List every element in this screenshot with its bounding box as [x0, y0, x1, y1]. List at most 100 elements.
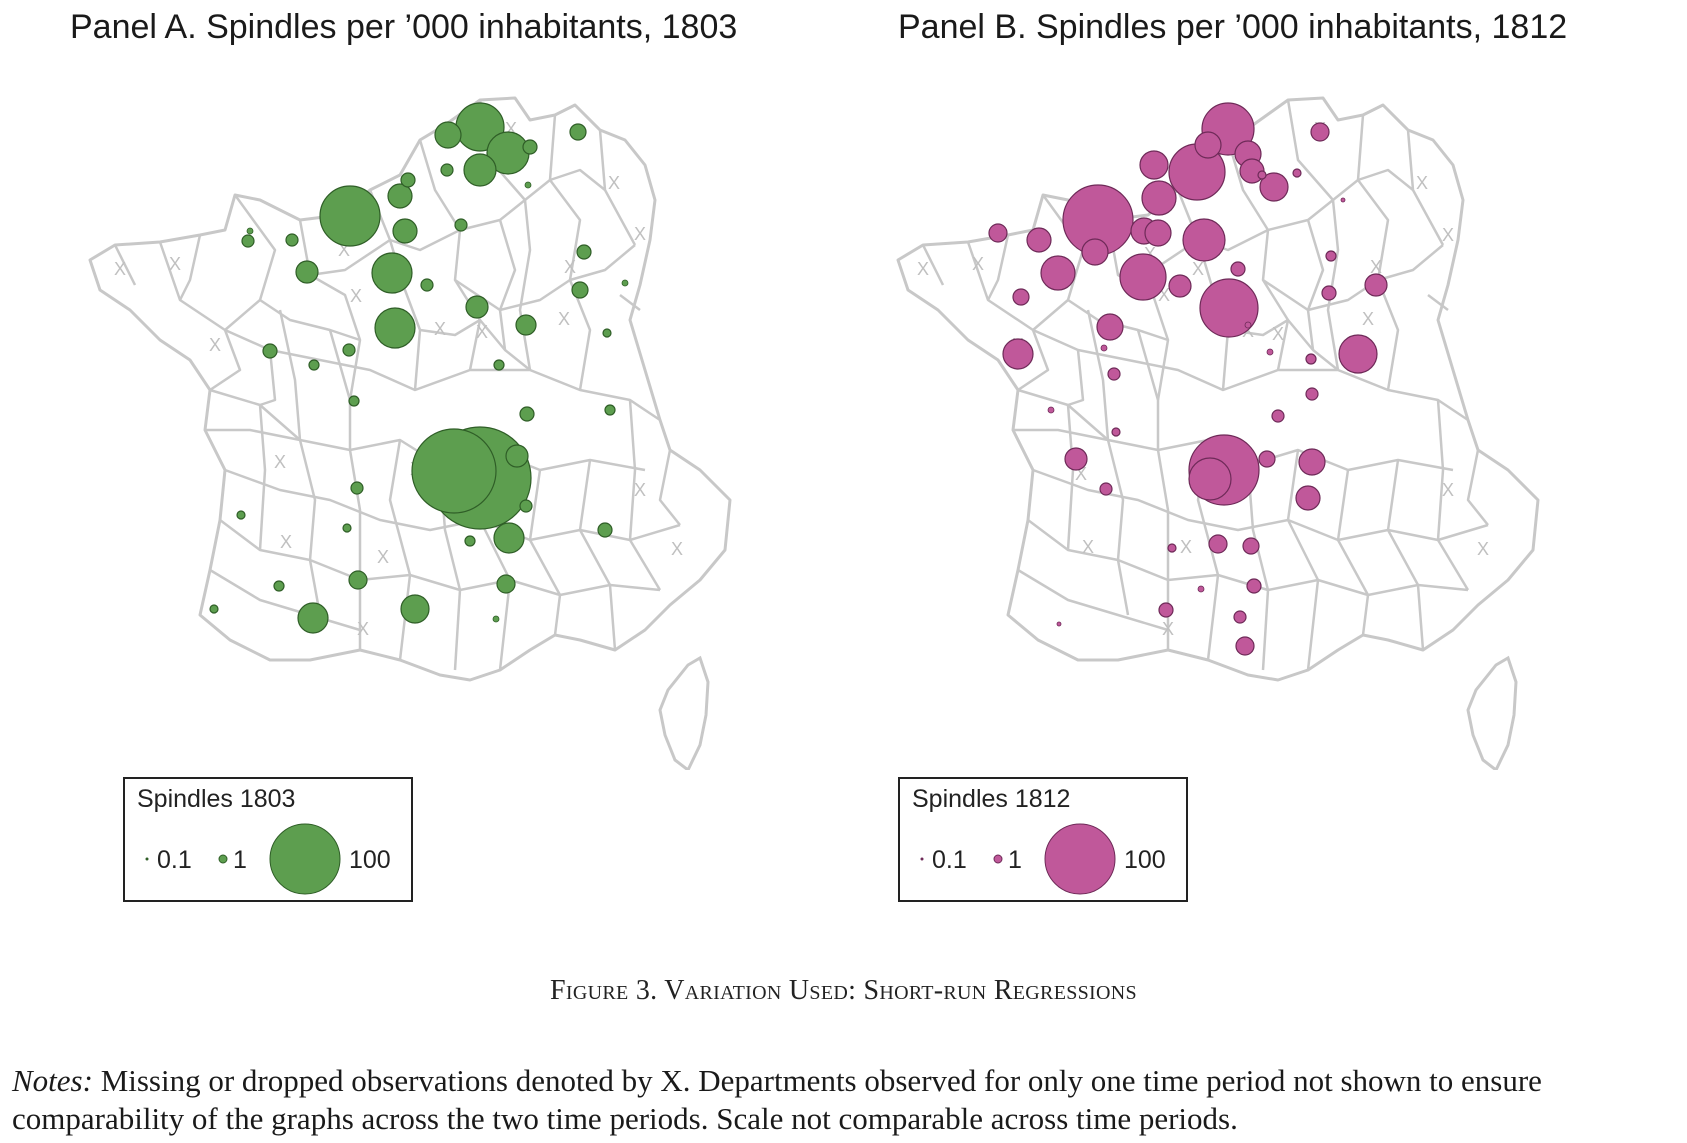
- department-border: [209, 568, 361, 632]
- notes-lead: Notes:: [12, 1063, 93, 1098]
- missing-observation-marker: X: [972, 254, 984, 274]
- department-spindle-circle: [1056, 621, 1062, 627]
- missing-observation-marker: X: [476, 322, 488, 342]
- figure-caption: Figure 3. Variation Used: Short-run Regr…: [550, 975, 1137, 1006]
- notes-text: Missing or dropped observations denoted …: [12, 1063, 1542, 1136]
- corsica-outline: [1466, 655, 1518, 770]
- department-spindle-circle: [308, 359, 320, 371]
- department-spindle-circle: [597, 522, 613, 538]
- department-border: [224, 194, 277, 331]
- department-spindle-circle: [1271, 409, 1285, 423]
- missing-observation-marker: X: [1442, 480, 1454, 500]
- department-spindle-circle: [400, 172, 416, 188]
- department-border: [1086, 309, 1110, 441]
- legend-circle-large: [269, 823, 341, 895]
- department-spindle-circle: [1064, 447, 1088, 471]
- department-spindle-circle: [465, 295, 489, 319]
- department-spindle-circle: [1096, 313, 1124, 341]
- missing-observation-marker: X: [634, 480, 646, 500]
- department-spindle-circle: [571, 281, 589, 299]
- department-border: [1067, 349, 1085, 407]
- department-border: [1197, 168, 1414, 252]
- department-spindle-circle: [1340, 197, 1346, 203]
- department-border: [258, 404, 267, 551]
- department-border: [178, 234, 202, 301]
- department-spindle-circle: [454, 218, 468, 232]
- missing-observation-marker: X: [1370, 257, 1382, 277]
- department-border: [419, 318, 531, 371]
- department-spindle-circle: [1158, 602, 1174, 618]
- department-spindle-circle: [241, 234, 255, 248]
- missing-observation-marker: X: [350, 286, 362, 306]
- department-border: [619, 294, 641, 311]
- department-spindle-circle: [273, 580, 285, 592]
- department-spindle-circle: [262, 343, 278, 359]
- department-border: [658, 449, 681, 526]
- department-spindle-circle: [1040, 255, 1076, 291]
- department-spindle-circle: [236, 510, 246, 520]
- department-spindle-circle: [1257, 170, 1267, 180]
- department-spindle-circle: [1298, 448, 1326, 476]
- department-border: [1032, 468, 1489, 542]
- department-spindle-circle: [569, 123, 587, 141]
- missing-observation-marker: X: [1416, 173, 1428, 193]
- missing-observation-marker: X: [1442, 225, 1454, 245]
- department-spindle-circle: [522, 139, 538, 155]
- department-border: [1356, 114, 1400, 391]
- panel-b-title: Panel B. Spindles per ’000 inhabitants, …: [898, 8, 1568, 46]
- department-spindle-circle: [297, 602, 329, 634]
- missing-observation-marker: X: [114, 259, 126, 279]
- missing-observation-marker: X: [274, 452, 286, 472]
- department-spindle-circle: [1305, 353, 1317, 365]
- department-spindle-circle: [1168, 274, 1192, 298]
- department-spindle-circle: [604, 404, 616, 416]
- department-spindle-circle: [496, 574, 516, 594]
- department-spindle-circle: [374, 307, 416, 349]
- legend-label: 0.1: [932, 846, 967, 874]
- legend-circle-small: [920, 857, 924, 861]
- department-spindle-circle: [1321, 285, 1337, 301]
- legend-circle-medium: [218, 854, 228, 864]
- department-spindle-circle: [319, 185, 381, 247]
- department-spindle-circle: [1208, 534, 1228, 554]
- department-spindle-circle: [1182, 218, 1226, 262]
- department-spindle-circle: [1012, 288, 1030, 306]
- missing-observation-marker: X: [357, 619, 369, 639]
- department-spindle-circle: [392, 218, 418, 244]
- missing-observation-marker: X: [917, 259, 929, 279]
- department-spindle-circle: [1266, 348, 1274, 356]
- missing-observation-marker: X: [1477, 539, 1489, 559]
- department-border: [219, 519, 661, 597]
- department-spindle-circle: [1310, 122, 1330, 142]
- department-border: [1262, 244, 1444, 312]
- missing-observation-marker: X: [558, 309, 570, 329]
- department-spindle-circle: [1338, 334, 1378, 374]
- department-border: [418, 139, 482, 371]
- legend-label: 1: [233, 846, 247, 874]
- department-spindle-circle: [295, 260, 319, 284]
- department-border: [1306, 219, 1325, 351]
- department-spindle-circle: [1325, 250, 1337, 262]
- department-spindle-circle: [988, 223, 1008, 243]
- department-spindle-circle: [493, 522, 525, 554]
- missing-observation-marker: X: [608, 173, 620, 193]
- panel-b-legend: Spindles 1812 0.1 1 100: [898, 777, 1188, 902]
- department-border: [1136, 329, 1160, 450]
- department-spindle-circle: [1259, 172, 1289, 202]
- department-border: [113, 244, 137, 286]
- department-spindle-circle: [1199, 278, 1259, 338]
- department-spindle-circle: [1258, 450, 1276, 468]
- missing-observation-marker: X: [1362, 309, 1374, 329]
- department-spindle-circle: [1233, 610, 1247, 624]
- department-spindle-circle: [1047, 406, 1055, 414]
- corsica-outline: [658, 655, 710, 770]
- department-spindle-circle: [371, 252, 413, 294]
- department-border: [259, 298, 361, 342]
- department-spindle-circle: [342, 523, 352, 533]
- department-spindle-circle: [505, 444, 529, 468]
- missing-observation-marker: X: [1180, 537, 1192, 557]
- department-border: [309, 238, 391, 277]
- legend-label: 0.1: [157, 846, 192, 874]
- legend-circle-medium: [993, 854, 1003, 864]
